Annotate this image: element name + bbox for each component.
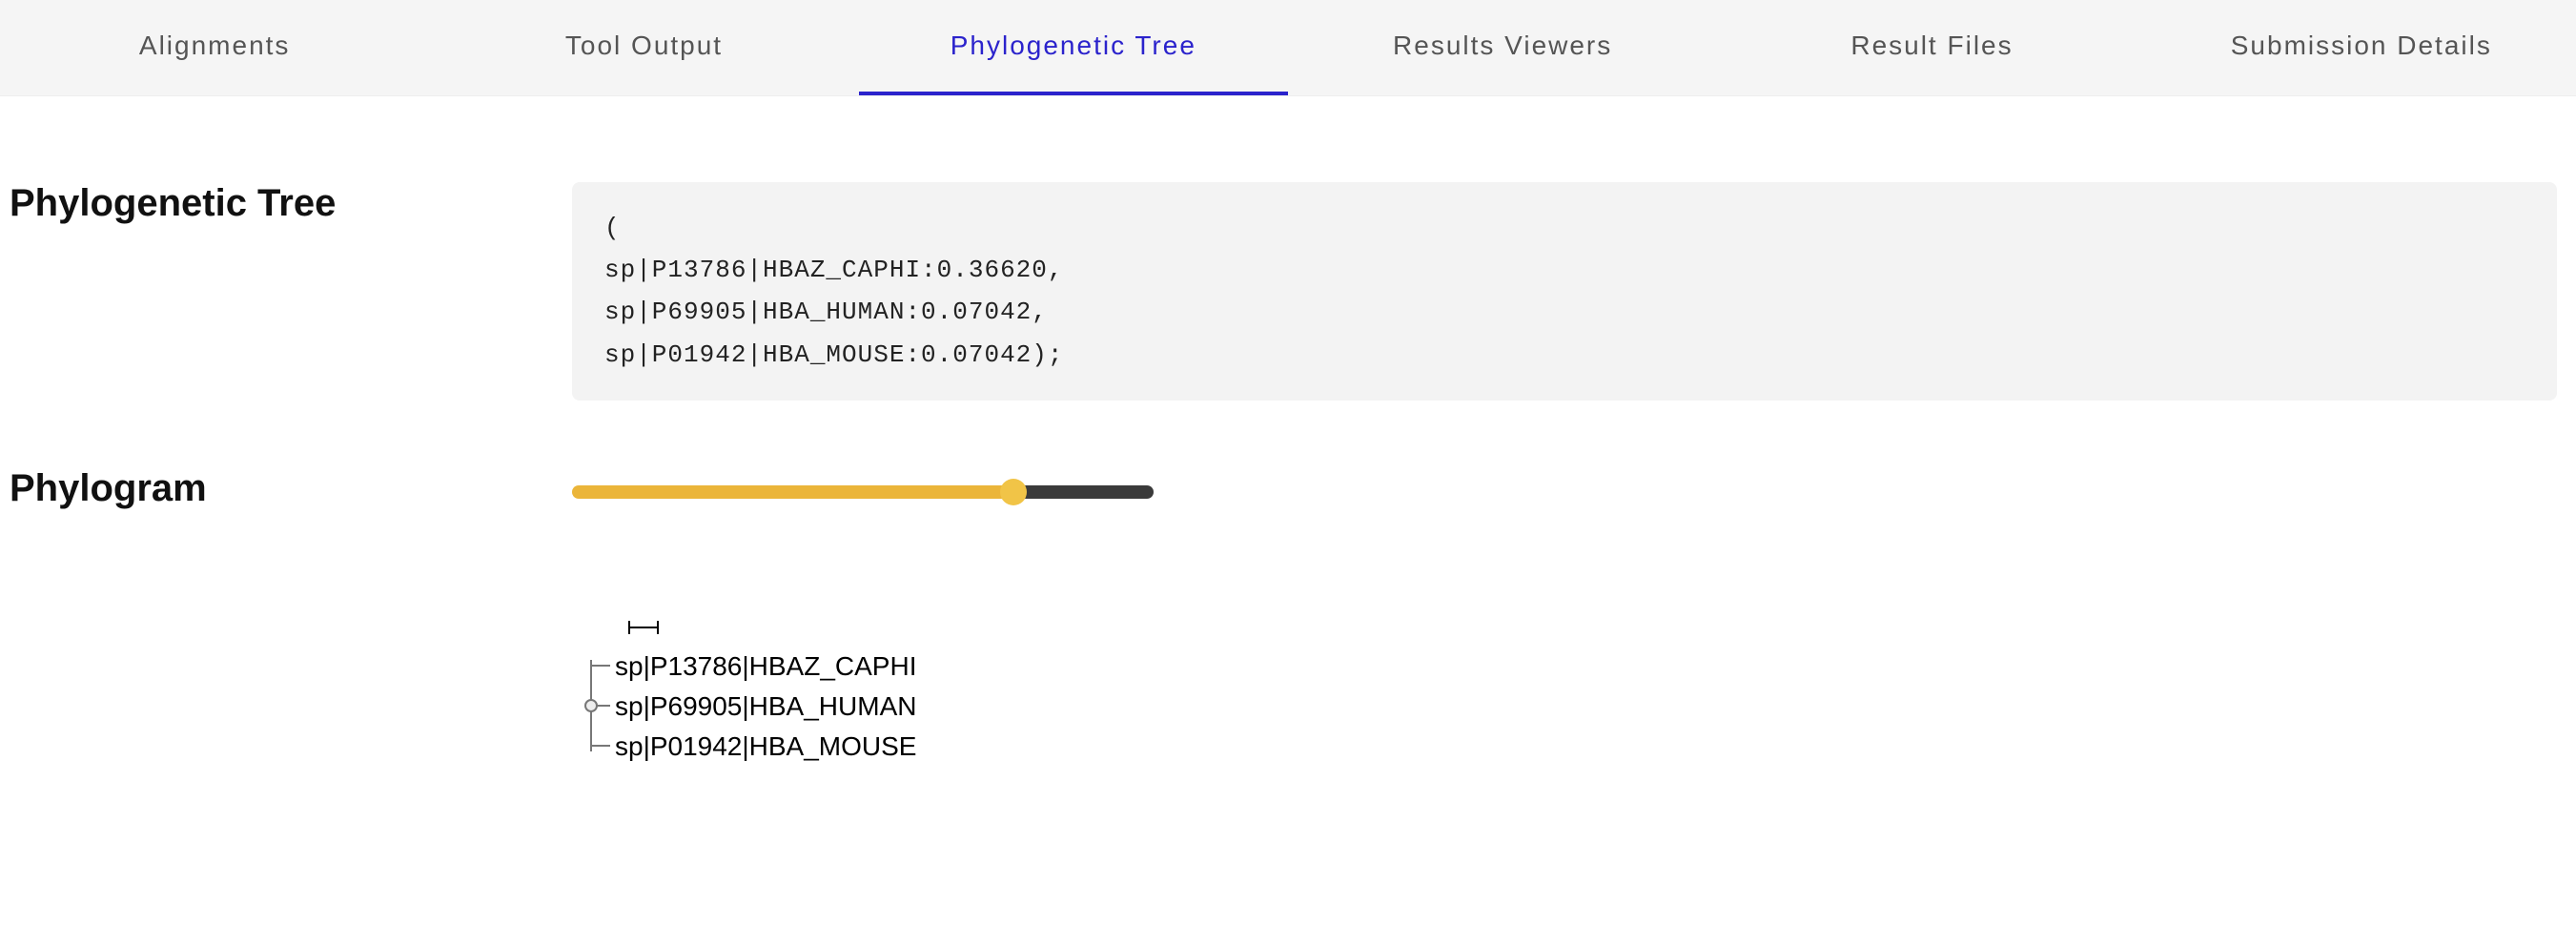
slider-thumb[interactable] [1000,479,1027,505]
tree-leaf-label: sp|P69905|HBA_HUMAN [615,691,916,721]
slider-track-fill [572,485,1013,499]
content-area: Phylogenetic Tree ( sp|P13786|HBAZ_CAPHI… [0,182,2576,772]
tab-phylogenetic-tree[interactable]: Phylogenetic Tree [859,0,1288,95]
section-title-tree: Phylogenetic Tree [10,182,572,225]
tree-leaf-label: sp|P13786|HBAZ_CAPHI [615,651,916,681]
section-phylogram: Phylogram [10,467,2576,772]
tree-node-circle[interactable] [585,700,597,711]
tab-alignments[interactable]: Alignments [0,0,429,95]
newick-text-box: ( sp|P13786|HBAZ_CAPHI:0.36620, sp|P6990… [572,182,2557,401]
newick-line: ( [604,214,621,242]
newick-line: sp|P13786|HBAZ_CAPHI:0.36620, [604,256,1063,284]
zoom-slider[interactable] [572,479,1154,505]
section-body-tree: ( sp|P13786|HBAZ_CAPHI:0.36620, sp|P6990… [572,182,2557,401]
newick-line: sp|P69905|HBA_HUMAN:0.07042, [604,298,1048,326]
newick-line: sp|P01942|HBA_MOUSE:0.07042); [604,340,1063,369]
tab-results-viewers[interactable]: Results Viewers [1288,0,1717,95]
tab-tool-output[interactable]: Tool Output [429,0,858,95]
phylogram-canvas: sp|P13786|HBAZ_CAPHI sp|P69905|HBA_HUMAN… [572,610,2557,772]
section-title-phylogram: Phylogram [10,467,572,510]
tree-leaf-label: sp|P01942|HBA_MOUSE [615,731,916,761]
tabs-bar: Alignments Tool Output Phylogenetic Tree… [0,0,2576,96]
phylogram-svg: sp|P13786|HBAZ_CAPHI sp|P69905|HBA_HUMAN… [572,610,1049,772]
tab-result-files[interactable]: Result Files [1717,0,2146,95]
section-body-phylogram: sp|P13786|HBAZ_CAPHI sp|P69905|HBA_HUMAN… [572,467,2557,772]
slider-track-rest [1013,485,1154,499]
tab-submission-details[interactable]: Submission Details [2147,0,2576,95]
zoom-slider-wrap [572,467,2557,505]
section-phylogenetic-tree: Phylogenetic Tree ( sp|P13786|HBAZ_CAPHI… [10,182,2576,401]
